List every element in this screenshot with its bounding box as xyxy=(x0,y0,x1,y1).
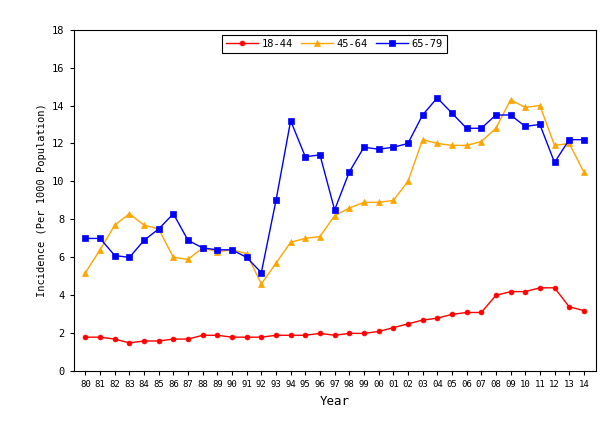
X-axis label: Year: Year xyxy=(320,395,349,408)
Y-axis label: Incidence (Per 1000 Population): Incidence (Per 1000 Population) xyxy=(37,103,47,298)
Legend: 18-44, 45-64, 65-79: 18-44, 45-64, 65-79 xyxy=(222,35,447,53)
